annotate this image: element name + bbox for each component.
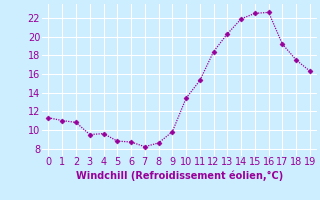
X-axis label: Windchill (Refroidissement éolien,°C): Windchill (Refroidissement éolien,°C)	[76, 170, 283, 181]
